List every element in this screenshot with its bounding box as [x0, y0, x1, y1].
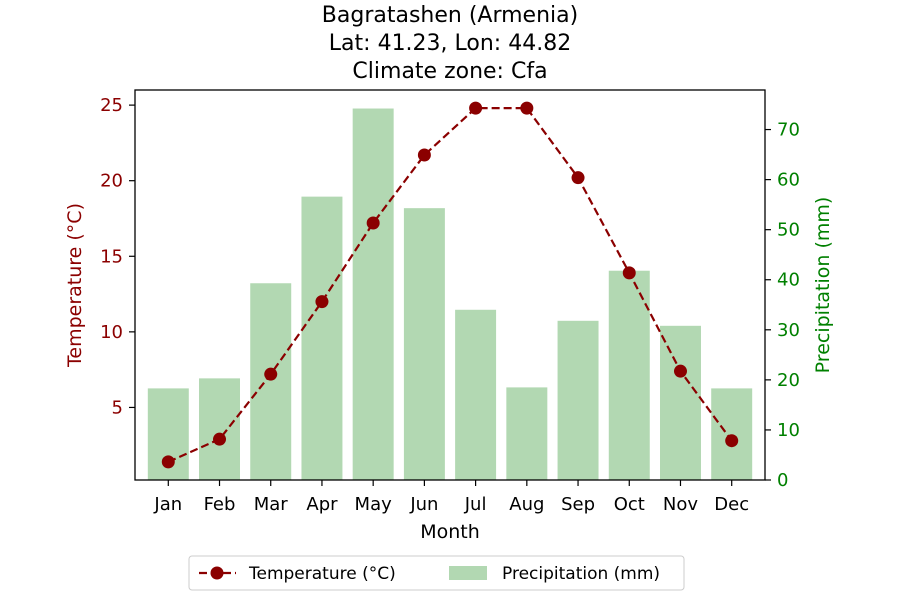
title-line-1: Bagratashen (Armenia): [322, 3, 578, 28]
y-right-tick-label-30: 30: [777, 320, 800, 341]
y-left-tick-label-25: 25: [100, 95, 123, 116]
temp-point-mar: [264, 367, 278, 381]
temp-point-jan: [161, 455, 175, 469]
temp-point-aug: [520, 101, 534, 115]
plot-frame: [134, 89, 766, 481]
title-line-3: Climate zone: Cfa: [352, 59, 547, 84]
y-axis-right: 0 10 20 30 40 50 60 70: [765, 120, 800, 491]
temperature-series-line: [167, 107, 733, 463]
temp-point-dec: [725, 434, 739, 448]
x-tick-label-jul: Jul: [464, 494, 487, 515]
temp-point-nov: [673, 364, 687, 378]
y-right-tick-label-0: 0: [777, 470, 788, 491]
temp-point-oct: [622, 266, 636, 280]
y-axis-right-label: Precipitation (mm): [812, 197, 834, 374]
temperature-line: [161, 101, 739, 469]
legend-label-precipitation: Precipitation (mm): [502, 564, 660, 584]
legend-label-temperature: Temperature (°C): [248, 564, 396, 584]
x-tick-label-jun: Jun: [409, 494, 438, 515]
y-right-tick-label-70: 70: [777, 120, 800, 141]
precip-bar-feb: [199, 378, 240, 480]
x-tick-label-jan: Jan: [153, 494, 182, 515]
precip-bar-jul: [455, 309, 497, 480]
legend-temperature-marker: [210, 566, 224, 580]
x-tick-label-aug: Aug: [509, 494, 544, 515]
y-right-tick-label-60: 60: [777, 170, 800, 191]
y-left-tick-label-20: 20: [100, 171, 123, 192]
y-axis-left-label: Temperature (°C): [64, 203, 86, 368]
x-tick-label-dec: Dec: [714, 494, 749, 515]
y-right-tick-label-50: 50: [777, 220, 800, 241]
x-tick-label-sep: Sep: [561, 494, 595, 515]
y-right-tick-label-20: 20: [777, 370, 800, 391]
legend-swatch-precipitation: [449, 566, 487, 580]
precip-bar-apr: [301, 196, 343, 480]
chart-title: Bagratashen (Armenia) Lat: 41.23, Lon: 4…: [322, 3, 578, 84]
x-tick-label-oct: Oct: [614, 494, 645, 515]
precip-bar-aug: [506, 387, 548, 480]
x-axis-label: Month: [420, 521, 480, 543]
x-axis: Jan Feb Mar Apr May Jun Jul Aug Sep Oct Nov Dec: [153, 480, 749, 515]
x-tick-label-nov: Nov: [663, 494, 698, 515]
x-tick-label-may: May: [355, 494, 393, 515]
x-tick-label-mar: Mar: [254, 494, 289, 515]
precip-bar-mar: [250, 283, 292, 480]
precip-bar-jun: [403, 208, 445, 480]
legend-swatch-temperature: [199, 566, 236, 580]
y-left-tick-label-5: 5: [112, 397, 123, 418]
y-right-tick-label-10: 10: [777, 420, 800, 441]
precipitation-bars: [147, 108, 753, 481]
x-tick-label-feb: Feb: [204, 494, 236, 515]
y-left-tick-label-15: 15: [100, 246, 123, 267]
precip-bar-may: [352, 108, 394, 481]
precip-bar-dec: [711, 388, 753, 480]
temp-point-sep: [571, 171, 585, 185]
x-tick-label-apr: Apr: [306, 494, 338, 515]
temp-point-feb: [213, 432, 227, 446]
precip-bar-oct: [608, 270, 650, 480]
legend-frame: [188, 555, 685, 591]
precip-bar-nov: [660, 325, 701, 480]
y-right-tick-label-40: 40: [777, 270, 800, 291]
temp-point-apr: [315, 295, 329, 309]
title-line-2: Lat: 41.23, Lon: 44.82: [329, 31, 571, 56]
temp-point-jul: [469, 101, 483, 115]
temp-point-may: [366, 216, 380, 230]
y-axis-left: 5 10 15 20 25: [100, 95, 135, 418]
legend: Temperature (°C) Precipitation (mm): [188, 555, 685, 591]
temp-point-jun: [417, 148, 431, 162]
y-left-tick-label-10: 10: [100, 322, 123, 343]
precip-bar-sep: [557, 320, 599, 480]
